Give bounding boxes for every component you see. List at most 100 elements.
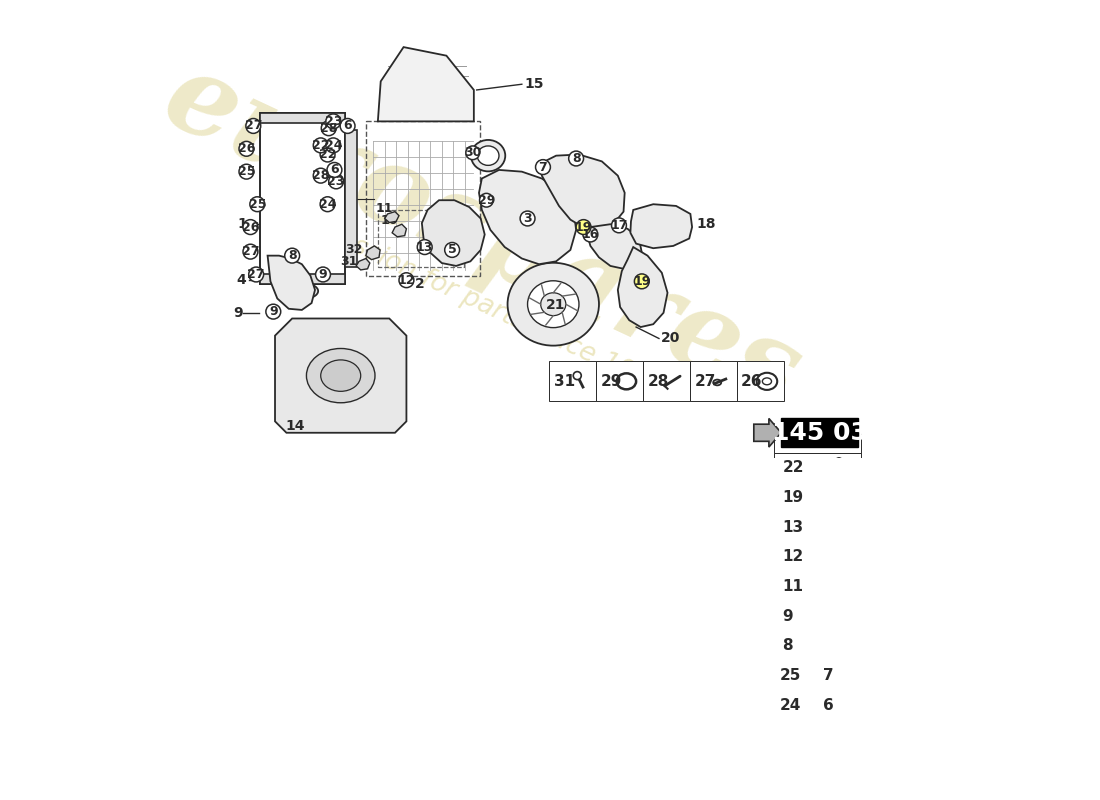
Bar	[800, 700, 808, 710]
Circle shape	[520, 211, 535, 226]
Circle shape	[576, 220, 591, 234]
Text: a passion for parts since 1985: a passion for parts since 1985	[296, 208, 668, 400]
Text: 28: 28	[312, 169, 329, 182]
Text: 30: 30	[464, 146, 482, 159]
Text: 26: 26	[238, 142, 255, 155]
Polygon shape	[421, 200, 485, 266]
Text: 18: 18	[696, 218, 716, 231]
Ellipse shape	[307, 349, 375, 402]
Text: 9: 9	[270, 305, 277, 318]
Circle shape	[266, 304, 280, 319]
Text: 24: 24	[780, 698, 802, 713]
Text: 31: 31	[553, 374, 575, 389]
Text: 27: 27	[244, 119, 262, 133]
Circle shape	[285, 248, 299, 263]
Ellipse shape	[528, 281, 579, 328]
Text: 31: 31	[340, 255, 358, 268]
Circle shape	[444, 242, 460, 258]
Text: 19: 19	[634, 275, 650, 288]
Text: 28: 28	[320, 122, 338, 134]
Text: 25: 25	[238, 165, 255, 178]
Circle shape	[243, 220, 257, 234]
Text: 12: 12	[398, 274, 415, 286]
Text: 13: 13	[782, 519, 803, 534]
Text: 6: 6	[343, 119, 352, 133]
Circle shape	[573, 372, 581, 380]
Text: 8: 8	[782, 638, 793, 654]
Polygon shape	[392, 224, 406, 237]
Circle shape	[243, 244, 257, 259]
Polygon shape	[754, 418, 781, 447]
Bar	[549, 362, 596, 402]
Text: 10: 10	[381, 214, 398, 226]
Text: 2: 2	[416, 278, 425, 291]
Text: 7: 7	[539, 161, 548, 174]
Circle shape	[314, 138, 328, 153]
Polygon shape	[618, 247, 668, 327]
Bar	[817, 661, 861, 690]
Bar	[774, 512, 861, 542]
Text: 5: 5	[448, 243, 456, 257]
Text: 29: 29	[601, 374, 623, 389]
Bar	[774, 453, 861, 482]
Text: 21: 21	[547, 298, 565, 312]
Bar	[366, 122, 480, 276]
Circle shape	[314, 168, 328, 183]
Text: 1: 1	[238, 218, 248, 231]
Polygon shape	[356, 258, 370, 270]
Bar	[378, 210, 463, 267]
Circle shape	[320, 197, 336, 212]
Polygon shape	[378, 47, 474, 122]
Ellipse shape	[321, 360, 361, 391]
Circle shape	[399, 273, 414, 288]
Text: 15: 15	[524, 78, 543, 91]
Bar	[774, 571, 861, 602]
Ellipse shape	[762, 378, 771, 385]
Bar	[774, 482, 861, 512]
Circle shape	[583, 227, 597, 242]
Text: 6: 6	[823, 698, 834, 713]
Circle shape	[836, 579, 840, 584]
Text: 6: 6	[330, 163, 339, 177]
Polygon shape	[275, 318, 406, 433]
Circle shape	[836, 430, 842, 435]
Circle shape	[536, 160, 550, 174]
Text: 26: 26	[741, 374, 762, 389]
Circle shape	[320, 147, 336, 162]
Text: 9: 9	[782, 609, 793, 624]
Ellipse shape	[507, 262, 600, 346]
Text: 17: 17	[610, 219, 628, 232]
Polygon shape	[587, 224, 641, 269]
Circle shape	[239, 142, 254, 156]
Text: 9: 9	[319, 268, 328, 281]
Text: 28: 28	[648, 374, 669, 389]
Bar	[774, 602, 861, 631]
Text: 22: 22	[312, 139, 330, 152]
Text: 8: 8	[288, 249, 297, 262]
Text: 7: 7	[823, 668, 834, 683]
Polygon shape	[267, 256, 315, 310]
Text: 3: 3	[524, 212, 532, 225]
Circle shape	[316, 267, 330, 282]
Polygon shape	[539, 154, 625, 230]
Circle shape	[329, 174, 343, 189]
Circle shape	[239, 164, 254, 179]
Bar	[781, 418, 858, 447]
Ellipse shape	[800, 673, 808, 678]
Text: 19: 19	[575, 221, 592, 234]
Ellipse shape	[287, 283, 318, 299]
Circle shape	[635, 274, 649, 289]
Polygon shape	[366, 246, 381, 260]
Circle shape	[340, 118, 355, 134]
Text: 19: 19	[782, 490, 803, 505]
Circle shape	[250, 197, 265, 212]
Bar	[774, 423, 861, 453]
Text: 32: 32	[345, 243, 363, 257]
Text: 23: 23	[328, 175, 344, 188]
Circle shape	[612, 218, 626, 233]
Circle shape	[836, 518, 843, 526]
Circle shape	[480, 194, 493, 207]
Bar	[774, 690, 817, 720]
Text: 27: 27	[694, 374, 716, 389]
Circle shape	[326, 138, 341, 153]
